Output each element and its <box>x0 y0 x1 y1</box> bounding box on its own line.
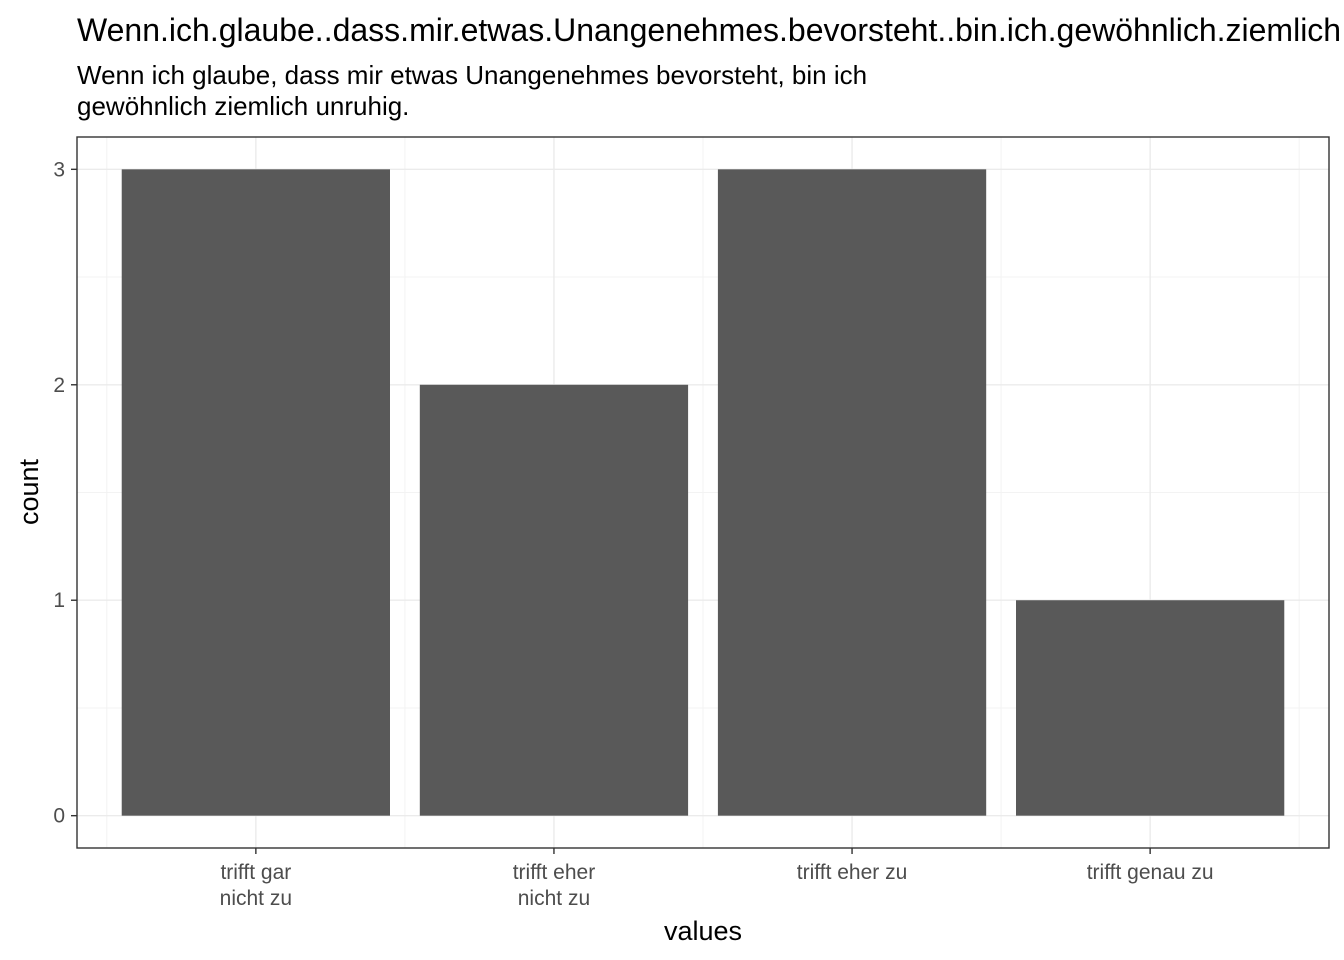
chart-title: Wenn.ich.glaube..dass.mir.etwas.Unangene… <box>77 12 1344 48</box>
y-tick-label: 3 <box>53 158 65 181</box>
subtitle-line: Wenn ich glaube, dass mir etwas Unangene… <box>77 60 867 90</box>
y-axis-title: count <box>14 458 44 525</box>
bar-1 <box>121 169 390 816</box>
bars <box>121 169 1285 816</box>
x-tick-label-line: nicht zu <box>518 887 590 910</box>
x-tick-label-line: trifft gar <box>220 861 291 884</box>
chart-subtitle: Wenn ich glaube, dass mir etwas Unangene… <box>77 60 867 121</box>
subtitle-line: gewöhnlich ziemlich unruhig. <box>77 91 409 121</box>
x-tick-label-line: trifft eher zu <box>797 861 908 884</box>
y-tick-label: 2 <box>53 374 65 397</box>
bar-4 <box>1016 600 1285 816</box>
bar-3 <box>717 169 987 816</box>
x-tick-label: trifft eher zu <box>797 861 908 884</box>
x-axis-title: values <box>664 916 742 946</box>
panel-border <box>76 136 1330 849</box>
x-tick-label: trifft eher nicht zu <box>513 861 595 910</box>
x-tick-label: trifft gar nicht zu <box>220 861 292 910</box>
y-tick-label: 1 <box>53 589 65 612</box>
bar-2 <box>419 384 689 816</box>
x-tick-label-line: trifft genau zu <box>1087 861 1214 884</box>
x-tick-label-line: trifft eher <box>513 861 595 884</box>
y-tick-label: 0 <box>53 805 65 828</box>
x-tick-label-line: nicht zu <box>220 887 292 910</box>
x-tick-label: trifft genau zu <box>1087 861 1214 884</box>
y-axis: 0 1 2 3 <box>53 158 77 828</box>
